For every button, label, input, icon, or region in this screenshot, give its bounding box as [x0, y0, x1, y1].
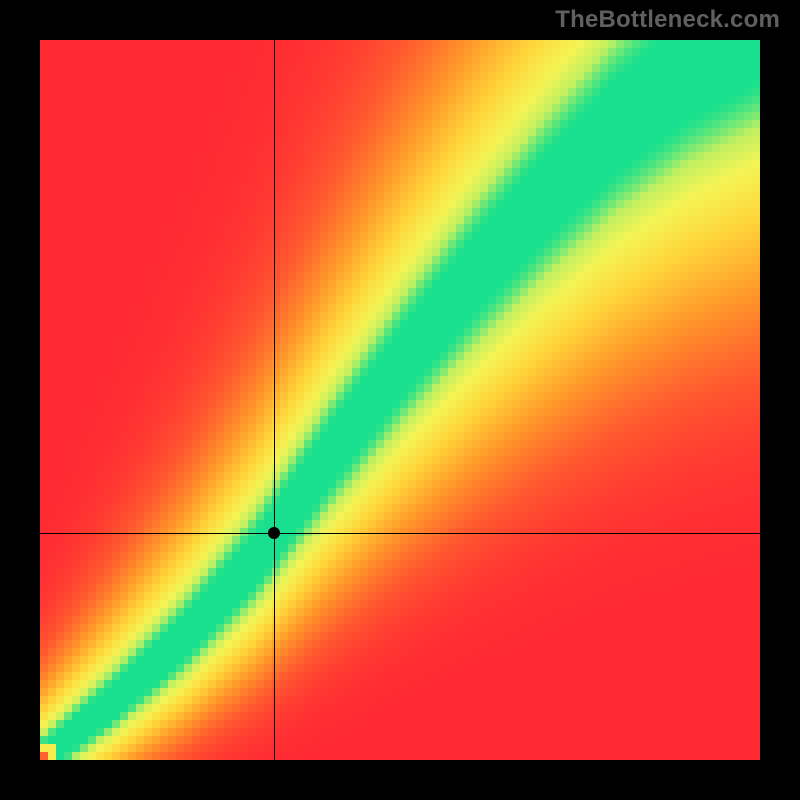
plot-area	[40, 40, 760, 760]
crosshair-horizontal	[40, 533, 760, 534]
crosshair-vertical	[274, 40, 275, 760]
bottleneck-heatmap	[40, 40, 760, 760]
chart-frame: TheBottleneck.com	[0, 0, 800, 800]
selection-marker[interactable]	[268, 527, 280, 539]
watermark-text: TheBottleneck.com	[555, 6, 780, 34]
